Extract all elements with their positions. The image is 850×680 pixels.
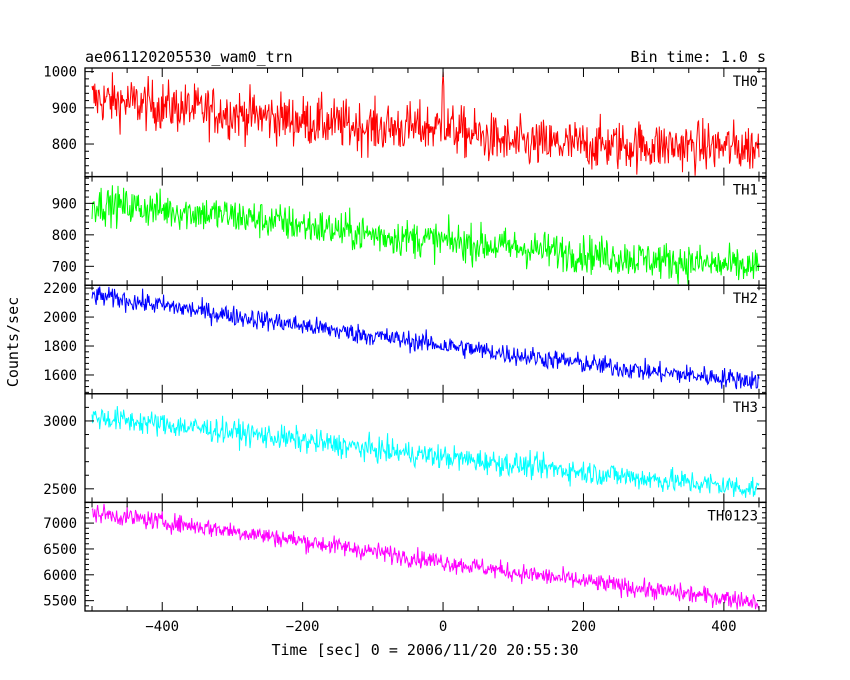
panels-group: TH08009001000TH1700800900TH2160018002000… <box>43 65 767 635</box>
x-tick-label: −400 <box>145 619 179 635</box>
panel-frame-th0 <box>84 67 767 178</box>
panel-label-th2: TH2 <box>733 291 758 307</box>
y-tick-label: 2200 <box>43 281 77 297</box>
y-tick-label: 3000 <box>43 414 77 430</box>
x-tick-label: 400 <box>711 619 736 635</box>
series-line-th2 <box>91 286 760 390</box>
series-line-th0123 <box>91 503 760 610</box>
y-tick-label: 1800 <box>43 339 77 355</box>
y-tick-label: 6500 <box>43 542 77 558</box>
series-line-th3 <box>91 406 760 498</box>
panel-frame-th0123 <box>84 501 767 612</box>
y-tick-label: 800 <box>52 228 77 244</box>
y-tick-label: 5500 <box>43 594 77 610</box>
chart-title: ae061120205530_wam0_trn <box>85 48 293 66</box>
chart-subtitle: Bin time: 1.0 s <box>631 48 766 66</box>
y-tick-label: 800 <box>52 137 77 153</box>
series-line-th1 <box>91 185 760 285</box>
x-tick-label: 0 <box>439 619 447 635</box>
series-line-th0 <box>91 71 760 176</box>
y-tick-label: 2500 <box>43 482 77 498</box>
x-tick-label: −200 <box>286 619 320 635</box>
y-tick-label: 2000 <box>43 310 77 326</box>
y-axis-label: Counts/sec <box>4 297 22 387</box>
y-tick-label: 1000 <box>43 65 77 81</box>
panel-label-th1: TH1 <box>733 183 758 199</box>
y-tick-label: 700 <box>52 259 77 275</box>
panel-label-th0123: TH0123 <box>707 508 758 524</box>
y-tick-label: 7000 <box>43 516 77 532</box>
y-tick-label: 6000 <box>43 568 77 584</box>
x-axis-label: Time [sec] 0 = 2006/11/20 20:55:30 <box>271 641 578 659</box>
panel-label-th3: TH3 <box>733 400 758 416</box>
y-tick-label: 900 <box>52 101 77 117</box>
y-tick-label: 1600 <box>43 368 77 384</box>
y-tick-label: 900 <box>52 196 77 212</box>
x-tick-label: 200 <box>571 619 596 635</box>
panel-label-th0: TH0 <box>733 74 758 90</box>
